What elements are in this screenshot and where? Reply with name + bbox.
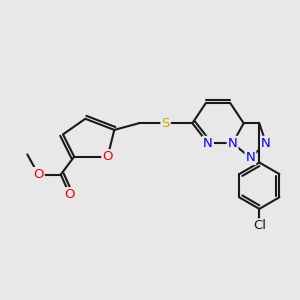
Text: O: O (102, 150, 113, 163)
Text: O: O (64, 188, 75, 201)
Text: N: N (203, 137, 213, 150)
Text: S: S (161, 117, 170, 130)
Text: N: N (261, 137, 271, 150)
Text: N: N (245, 151, 255, 164)
Text: O: O (33, 168, 44, 181)
Text: Cl: Cl (253, 219, 266, 232)
Text: N: N (228, 137, 237, 150)
